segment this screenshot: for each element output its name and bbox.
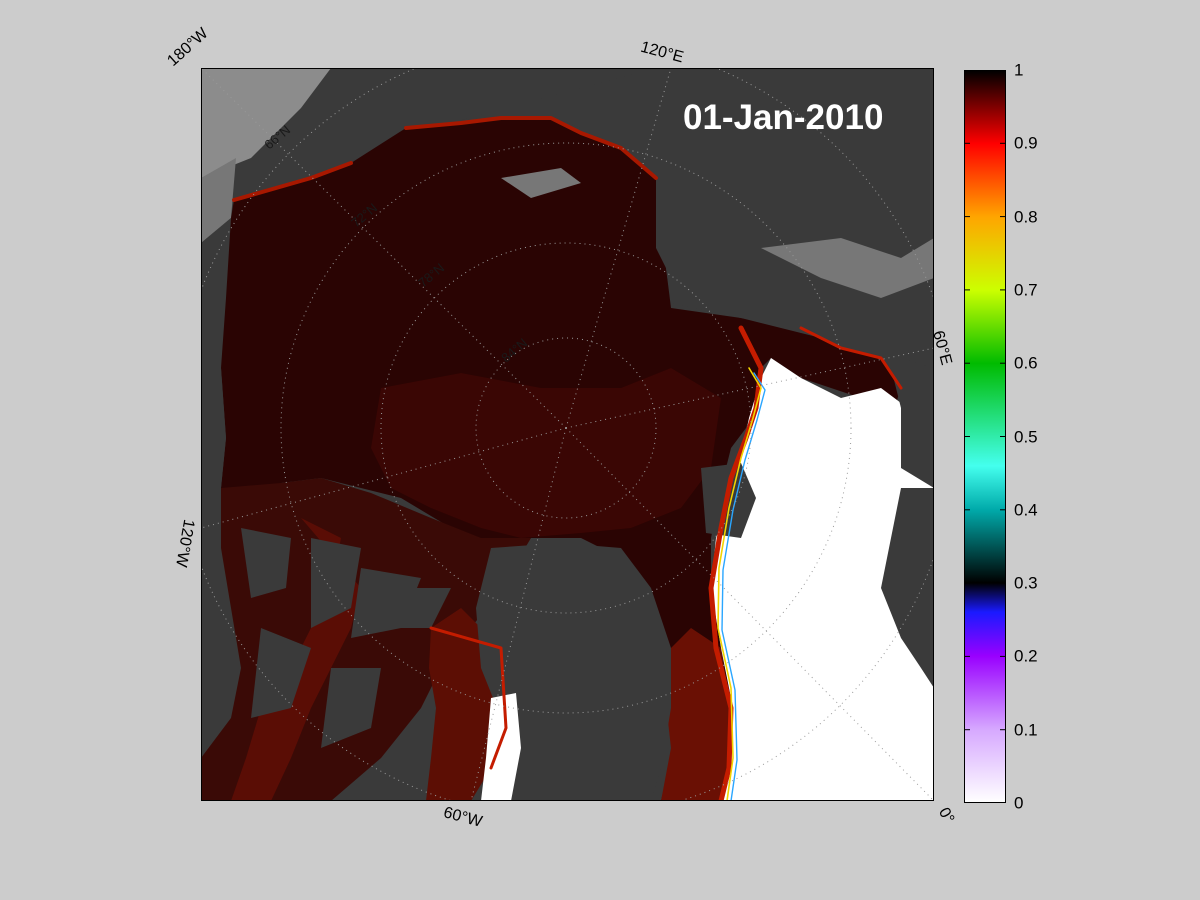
- island-5: [321, 668, 381, 748]
- lat-circle-72: [280, 142, 852, 714]
- map-frame: [201, 68, 934, 801]
- edge-label-0: 0°: [934, 804, 958, 827]
- map-svg: 66°N 72°N 78°N 84°N: [201, 68, 934, 801]
- edge-label-120e: 120°E: [638, 38, 686, 67]
- colorbar-tick-label: 1: [1014, 60, 1024, 80]
- sea-ice-map: 66°N 72°N 78°N 84°N: [201, 68, 934, 801]
- colorbar-tick-label: 0.3: [1014, 573, 1038, 593]
- ice-edge-archipelago: [429, 626, 508, 770]
- meridian-120w: [201, 427, 567, 529]
- northwest-land-spur: [201, 158, 236, 243]
- fram-strait-ice: [661, 628, 731, 801]
- eurasia-land: [461, 68, 934, 368]
- ice-edge-barents: [799, 326, 903, 390]
- ice-edge-highlights: [232, 116, 903, 801]
- ice-edge-cyan: [721, 372, 766, 801]
- island-6: [401, 588, 451, 628]
- island-2: [311, 538, 361, 628]
- colorbar-tick-label: 0.7: [1014, 280, 1038, 300]
- open-water-atlantic: [711, 358, 934, 801]
- colorbar-fill: [964, 70, 1006, 803]
- lat-circle-84: [475, 337, 657, 519]
- ice-edge-yellow: [717, 367, 762, 801]
- shelf-strip-1: [761, 238, 934, 298]
- colorbar-tick-label: 0.6: [1014, 353, 1038, 373]
- greenland-land: [476, 543, 671, 801]
- scandinavia-land: [881, 488, 934, 688]
- colorbar-tick-label: 0.4: [1014, 500, 1038, 520]
- edge-label-120w: 120°W: [172, 517, 198, 569]
- novaya-zemlya: [891, 348, 926, 408]
- colorbar: [964, 70, 1006, 803]
- shelf-strip-2: [501, 168, 581, 198]
- colorbar-tick-label: 0.5: [1014, 427, 1038, 446]
- ice-edge-left: [232, 161, 353, 202]
- meridian-60w: [470, 427, 567, 801]
- colorbar-tick-label: 0.2: [1014, 646, 1038, 666]
- edge-label-60w: 60°W: [441, 804, 484, 831]
- island-1: [241, 528, 291, 598]
- ice-edge-north: [404, 116, 658, 180]
- edge-label-180w: 180°W: [164, 25, 212, 70]
- colorbar-tick-label: 0: [1014, 793, 1024, 813]
- ice-edge-red: [708, 325, 764, 801]
- island-4: [251, 628, 311, 718]
- date-label: 01-Jan-2010: [683, 98, 884, 137]
- colorbar-tick-label: 0.8: [1014, 207, 1038, 227]
- greenland-small-white: [481, 693, 521, 801]
- lat-circle-78: [380, 242, 752, 614]
- colorbar-tick-label: 0.9: [1014, 133, 1038, 153]
- graticule: [201, 68, 934, 801]
- northwest-water-area: [201, 68, 331, 178]
- alaska-land: [201, 218, 231, 498]
- meridian-180w: [201, 68, 567, 429]
- colorbar-tick-label: 0.1: [1014, 720, 1038, 740]
- ice-pack-midregion: [371, 368, 721, 538]
